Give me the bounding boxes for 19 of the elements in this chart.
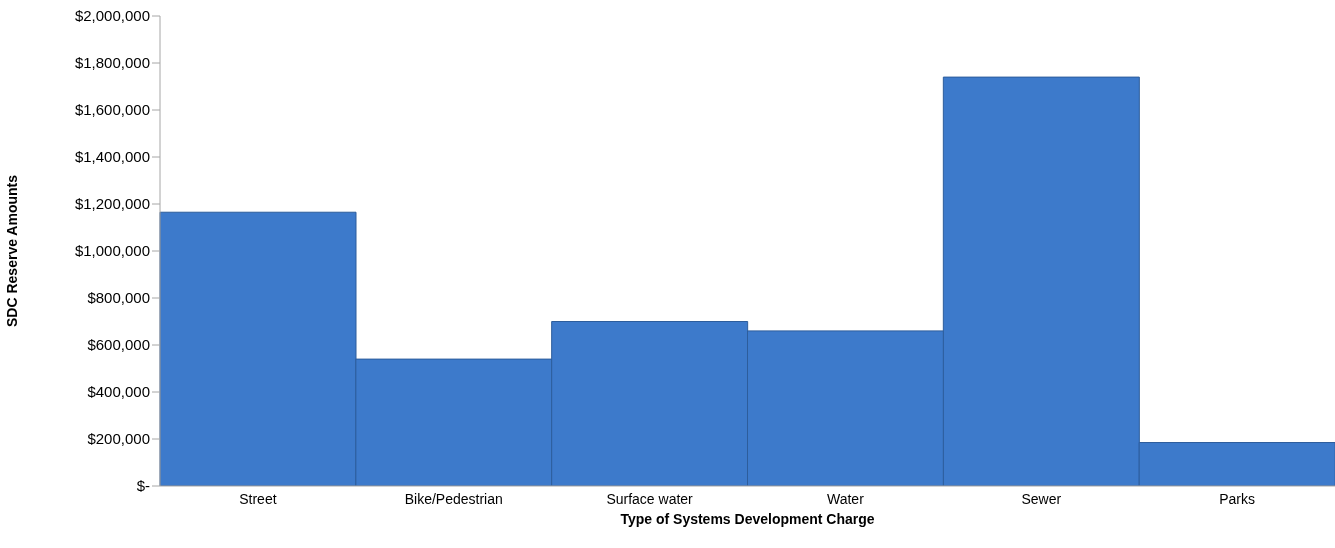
x-tick-label: Surface water xyxy=(606,490,694,507)
y-tick-label: $800,000 xyxy=(87,289,150,307)
y-tick-label: $2,000,000 xyxy=(74,7,150,25)
x-tick-label: Bike/Pedestrian xyxy=(404,490,503,507)
y-tick-label: $- xyxy=(136,477,150,495)
y-tick-label: $1,600,000 xyxy=(74,101,150,119)
y-tick-label: $1,400,000 xyxy=(74,148,150,166)
y-tick-label: $400,000 xyxy=(87,383,150,401)
y-tick-label: $1,200,000 xyxy=(74,195,150,213)
x-tick-label: Street xyxy=(239,490,277,507)
x-tick-label: Water xyxy=(827,490,865,507)
y-tick-label: $1,000,000 xyxy=(74,242,150,260)
x-axis-title: Type of Systems Development Charge xyxy=(620,511,875,527)
y-tick-label: $200,000 xyxy=(87,430,150,448)
y-tick-label: $1,800,000 xyxy=(74,54,150,72)
x-tick-label: Parks xyxy=(1219,490,1255,507)
y-tick-label: $600,000 xyxy=(87,336,150,354)
y-axis-title: SDC Reserve Amounts xyxy=(3,174,20,327)
x-tick-label: Sewer xyxy=(1021,490,1062,507)
